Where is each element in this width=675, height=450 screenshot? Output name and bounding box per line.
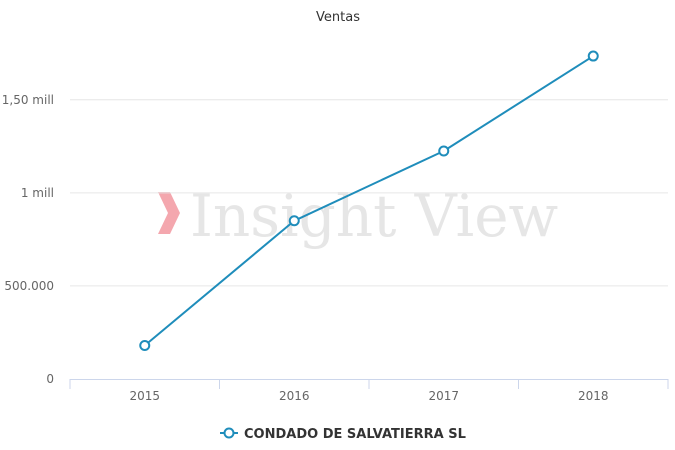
data-point[interactable] (587, 50, 599, 62)
y-tick-label: 1,50 mill (2, 93, 54, 107)
x-tick-label: 2017 (428, 389, 459, 403)
legend-label[interactable]: CONDADO DE SALVATIERRA SL (244, 427, 466, 442)
data-point[interactable] (139, 339, 151, 351)
legend-marker-icon (223, 427, 235, 439)
y-gridlines (70, 99, 668, 287)
legend[interactable]: CONDADO DE SALVATIERRA SL (220, 427, 466, 442)
y-tick-label: 0 (46, 372, 54, 386)
y-axis-tick-labels: 0 500.000 1 mill 1,50 mill (2, 93, 54, 386)
x-axis: 2015 2016 2017 2018 (69, 379, 669, 403)
y-tick-label: 1 mill (21, 186, 54, 200)
data-point[interactable] (438, 145, 450, 157)
watermark-chevron-icon (158, 192, 180, 234)
x-tick-label: 2018 (578, 389, 609, 403)
watermark: Insight View (158, 182, 558, 250)
x-tick-label: 2015 (129, 389, 160, 403)
chart-title: Ventas (316, 10, 360, 25)
series-line (143, 55, 595, 347)
x-tick-label: 2016 (279, 389, 310, 403)
y-tick-label: 500.000 (4, 279, 54, 293)
series-layer (139, 50, 599, 351)
watermark-text: Insight View (190, 182, 558, 250)
data-point[interactable] (288, 215, 300, 227)
